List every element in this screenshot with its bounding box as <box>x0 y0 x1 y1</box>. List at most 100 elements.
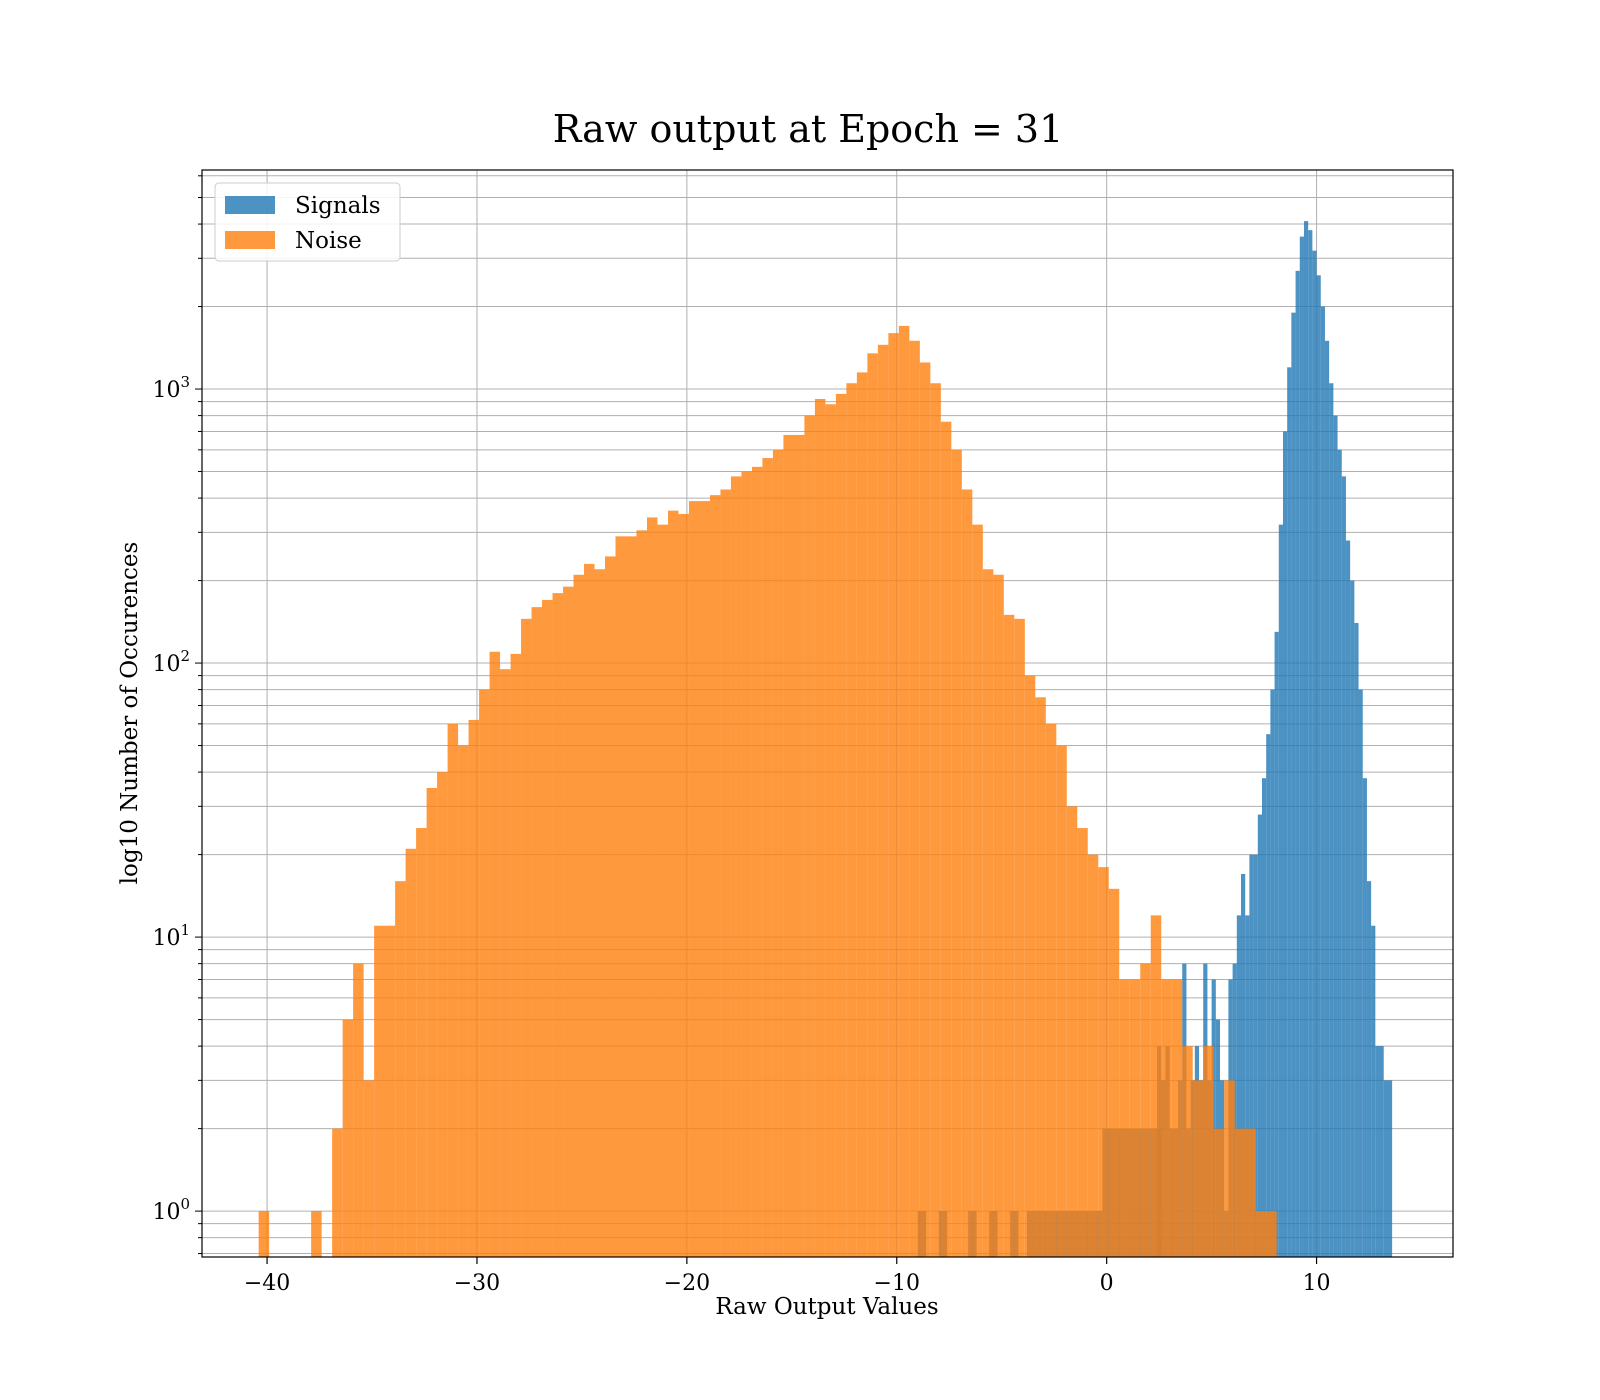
noise-bar <box>1098 867 1109 1257</box>
signals-bar <box>1308 230 1313 1258</box>
signals-bar <box>1345 540 1351 1257</box>
signals-bar <box>1241 873 1246 1257</box>
chart-title: Raw output at Epoch = 31 <box>553 107 1064 151</box>
noise-bar <box>856 372 868 1257</box>
noise-bar <box>657 524 668 1257</box>
noise-bar <box>867 353 878 1257</box>
noise-bar <box>1140 963 1151 1257</box>
noise-bar <box>835 393 847 1257</box>
noise-bar <box>877 344 889 1257</box>
signals-bar <box>1316 275 1321 1257</box>
signals-bar <box>1320 306 1325 1257</box>
signals-bar <box>1270 689 1275 1257</box>
noise-bar <box>1255 1211 1277 1257</box>
noise-bar <box>573 574 585 1257</box>
signals-bar <box>1261 778 1267 1257</box>
signals-bar <box>1287 367 1292 1257</box>
noise-bar <box>814 398 826 1257</box>
noise-bar <box>804 415 815 1258</box>
noise-bar <box>584 563 595 1257</box>
signals-bar <box>1371 925 1376 1257</box>
noise-bar <box>688 501 710 1257</box>
signals-bar <box>1366 881 1372 1257</box>
noise-bar <box>1234 1128 1256 1257</box>
signals-bar <box>1295 270 1300 1257</box>
noise-bar <box>542 599 553 1257</box>
noise-bar <box>636 530 647 1257</box>
noise-bar <box>772 449 784 1257</box>
noise-bar <box>1161 979 1172 1257</box>
noise-bar <box>951 449 962 1257</box>
noise-bar <box>982 569 994 1257</box>
noise-bar <box>1003 614 1015 1257</box>
noise-bar <box>667 510 679 1257</box>
noise-bar <box>426 787 438 1257</box>
noise-bar <box>646 517 658 1257</box>
legend-label-signals: Signals <box>295 193 381 219</box>
noise-bar <box>741 471 752 1257</box>
noise-bar <box>1213 1128 1225 1257</box>
signals-bar <box>1236 915 1242 1257</box>
noise-bar <box>1203 1046 1214 1257</box>
signals-bar <box>1337 449 1342 1257</box>
legend-swatch-noise <box>225 231 275 249</box>
noise-bar <box>363 1080 375 1257</box>
noise-bar <box>898 325 910 1258</box>
signals-bar <box>1257 814 1262 1257</box>
noise-bar <box>1045 723 1057 1257</box>
legend-swatch-signals <box>225 196 275 214</box>
noise-bar <box>552 593 564 1257</box>
signals-bar <box>1266 734 1271 1257</box>
noise-bar <box>332 1128 343 1257</box>
signals-bar <box>1354 623 1359 1257</box>
x-tick-label: −30 <box>454 1271 500 1296</box>
noise-bar <box>709 495 721 1257</box>
noise-bar <box>353 963 364 1257</box>
signals-bar <box>1329 383 1334 1258</box>
noise-bar <box>919 362 931 1257</box>
signals-bar <box>1245 915 1250 1257</box>
noise-bar <box>489 651 501 1257</box>
noise-bar <box>1056 745 1067 1257</box>
signals-bar <box>1383 1080 1393 1257</box>
noise-bar <box>437 772 448 1257</box>
noise-bar <box>909 340 920 1257</box>
signals-bar <box>1333 415 1338 1258</box>
y-tick-label: 102 <box>152 647 190 677</box>
legend: Signals Noise <box>214 182 401 262</box>
signals-bar <box>1291 312 1296 1257</box>
noise-bar <box>458 745 469 1257</box>
noise-bar <box>1014 618 1025 1257</box>
noise-bar <box>405 848 417 1257</box>
legend-label-noise: Noise <box>295 228 362 254</box>
noise-bar <box>510 653 522 1257</box>
noise-bar <box>1024 675 1036 1257</box>
noise-bar <box>521 618 532 1257</box>
noise-bar <box>846 383 857 1258</box>
noise-bar <box>930 383 941 1258</box>
noise-bar <box>342 1019 354 1257</box>
x-tick-label: −40 <box>244 1271 290 1296</box>
noise-bar <box>395 881 406 1257</box>
signals-bar <box>1375 1046 1384 1257</box>
noise-bar <box>1035 697 1046 1257</box>
signals-bar <box>1249 854 1254 1257</box>
noise-bar <box>605 556 616 1257</box>
x-tick-label: 10 <box>1303 1271 1331 1296</box>
noise-bar <box>416 828 427 1257</box>
noise-bar <box>531 607 543 1257</box>
noise-bar <box>783 434 805 1257</box>
signals-bar <box>1358 689 1363 1257</box>
noise-bar <box>751 466 763 1257</box>
noise-bar <box>1224 1080 1235 1257</box>
y-axis-label: log10 Number of Occurences <box>117 542 143 885</box>
noise-bar <box>447 723 459 1257</box>
signals-bar <box>1278 524 1283 1257</box>
noise-bar <box>500 669 511 1257</box>
noise-bar <box>468 719 480 1257</box>
y-tick-label: 101 <box>152 921 190 951</box>
noise-bar <box>1129 979 1141 1257</box>
y-tick-label: 100 <box>152 1195 190 1225</box>
x-tick-label: 0 <box>1100 1271 1114 1296</box>
